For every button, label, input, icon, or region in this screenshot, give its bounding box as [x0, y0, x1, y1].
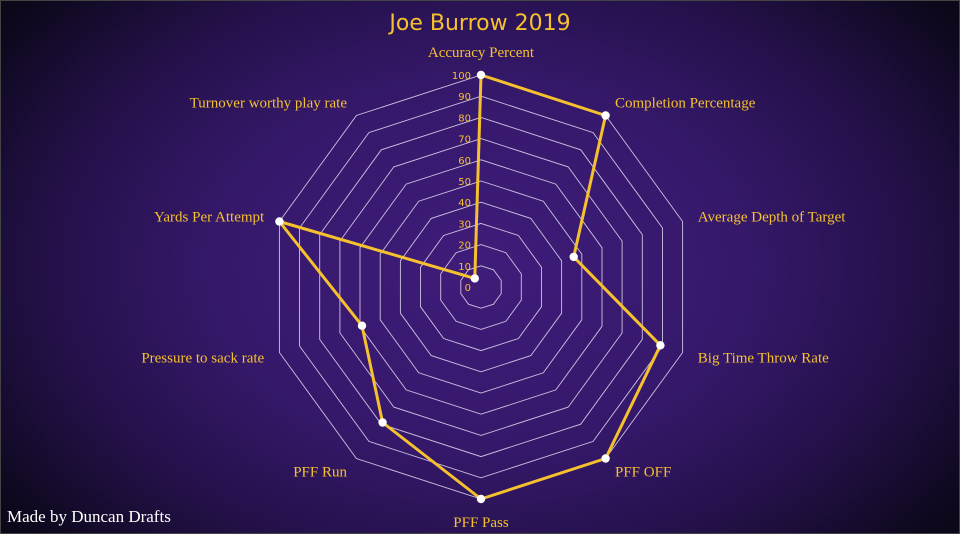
tick-label: 90: [458, 92, 471, 103]
chart-title: Joe Burrow 2019: [389, 11, 571, 36]
grid-ring: [420, 222, 542, 352]
data-point: [601, 454, 610, 463]
grid-ring: [319, 116, 643, 458]
data-point: [275, 217, 284, 226]
data-point: [476, 494, 486, 504]
series-layer: [275, 70, 665, 504]
tick-label: 50: [458, 177, 471, 188]
tick-label: 40: [458, 198, 471, 209]
tick-label: 60: [458, 156, 471, 167]
grid-ring: [299, 95, 663, 479]
grid-ring: [440, 244, 522, 330]
axis-label: PFF Run: [293, 465, 347, 481]
credit-text: Made by Duncan Drafts: [7, 507, 171, 526]
tick-label: 70: [458, 135, 471, 146]
tick-label: 100: [452, 71, 471, 82]
data-point: [378, 418, 387, 427]
grid-ring: [339, 138, 623, 436]
data-point: [656, 341, 665, 350]
axis-labels: Accuracy Percent Completion Percentage Ave…: [141, 45, 846, 531]
grid-ring: [359, 159, 603, 415]
tick-label: 20: [458, 241, 471, 252]
axis-label: Turnover worthy play rate: [190, 96, 348, 112]
tick-label: 10: [458, 262, 471, 273]
tick-label: 30: [458, 219, 471, 230]
tick-label: 0: [465, 283, 471, 294]
radar-grid: [278, 74, 684, 500]
axis-label: Average Depth of Target: [698, 210, 846, 226]
data-point: [357, 321, 367, 330]
data-point: [601, 111, 610, 120]
radial-tick-labels: 0 10 20 30 40 50 60 70 80 90 100: [452, 71, 471, 294]
grid-ring: [379, 180, 583, 394]
axis-label: PFF Pass: [453, 515, 509, 531]
tick-label: 80: [458, 113, 471, 124]
axis-label: PFF OFF: [615, 465, 671, 481]
data-point: [569, 252, 578, 262]
axis-label: Pressure to sack rate: [141, 351, 264, 367]
grid-ring: [399, 201, 563, 373]
axis-label: Yards Per Attempt: [154, 210, 265, 226]
grid-ring: [460, 265, 502, 309]
axis-label: Completion Percentage: [615, 96, 756, 112]
data-point: [470, 274, 479, 283]
axis-label: Big Time Throw Rate: [698, 351, 829, 367]
data-point: [476, 70, 486, 80]
axis-label: Accuracy Percent: [428, 45, 535, 61]
